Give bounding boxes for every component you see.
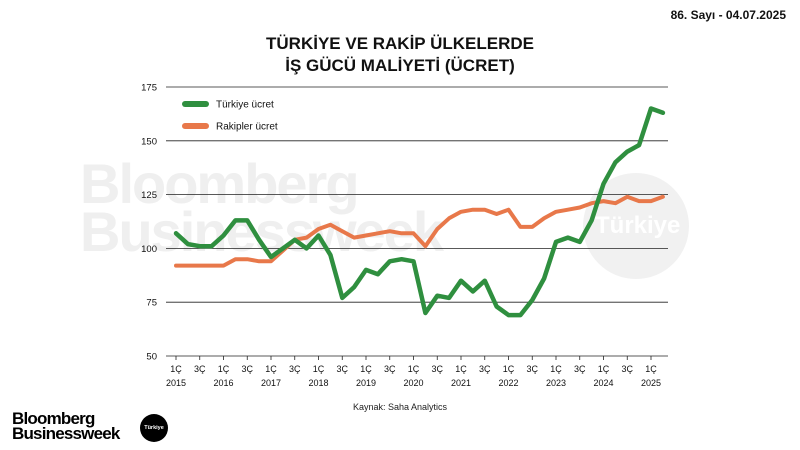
x-tick-label: 1Ç (645, 364, 657, 374)
x-tick-label: 1Ç (503, 364, 515, 374)
chart-title: TÜRKİYE VE RAKİP ÜLKELERDE İŞ GÜCÜ MALİY… (0, 33, 800, 77)
x-tick-label: 1Ç (598, 364, 610, 374)
issue-label: 86. Sayı - 04.07.2025 (670, 8, 786, 22)
x-tick-year-label: 2019 (356, 378, 376, 388)
x-tick-label: 1Ç (455, 364, 467, 374)
chart-title-line1: TÜRKİYE VE RAKİP ÜLKELERDE (266, 34, 534, 53)
x-tick-label: 1Ç (550, 364, 562, 374)
x-tick-label: 1Ç (218, 364, 230, 374)
x-tick-label: 3Ç (526, 364, 538, 374)
brand-logo-line1: Bloomberg (12, 409, 95, 428)
x-tick-year-label: 2016 (213, 378, 233, 388)
series-line-turkiye (173, 106, 666, 318)
x-tick-label: 1Ç (313, 364, 325, 374)
y-tick-label: 75 (146, 298, 157, 309)
x-tick-label: 1Ç (265, 364, 277, 374)
y-tick-label: 150 (141, 136, 157, 147)
y-tick-label: 50 (146, 352, 157, 363)
watermark-line1: Bloomberg (80, 152, 360, 215)
brand-logo-line2: Businessweek (12, 424, 120, 443)
x-tick-label: 3Ç (194, 364, 206, 374)
x-tick-year-label: 2020 (403, 378, 423, 388)
brand-badge: Türkiye (140, 414, 168, 442)
brand-logo: Bloomberg Businessweek (12, 409, 120, 443)
x-tick-label: 1Ç (360, 364, 372, 374)
series-line-rakipler (174, 194, 665, 268)
y-tick-label: 100 (141, 244, 157, 255)
y-tick-label: 175 (141, 83, 157, 94)
x-tick-label: 3Ç (621, 364, 633, 374)
x-tick-label: 3Ç (479, 364, 491, 374)
y-tick-label: 125 (141, 190, 157, 201)
x-tick-year-label: 2025 (641, 378, 661, 388)
x-tick-year-label: 2017 (261, 378, 281, 388)
x-tick-year-label: 2024 (593, 378, 613, 388)
x-tick-year-label: 2018 (308, 378, 328, 388)
source-note: Kaynak: Saha Analytics (352, 402, 448, 412)
x-tick-label: 3Ç (336, 364, 348, 374)
legend-label: Türkiye ücret (216, 100, 274, 111)
x-tick-year-label: 2022 (498, 378, 518, 388)
watermark-badge-text: Türkiye (595, 212, 681, 239)
x-tick-label: 3Ç (289, 364, 301, 374)
x-tick-label: 1Ç (408, 364, 420, 374)
x-tick-label: 3Ç (241, 364, 253, 374)
legend-label: Rakipler ücret (216, 122, 278, 133)
x-tick-year-label: 2015 (166, 378, 186, 388)
x-tick-label: 3Ç (431, 364, 443, 374)
x-tick-year-label: 2021 (451, 378, 471, 388)
x-tick-label: 3Ç (574, 364, 586, 374)
x-tick-year-label: 2023 (546, 378, 566, 388)
x-tick-label: 3Ç (384, 364, 396, 374)
chart-title-line2: İŞ GÜCÜ MALİYETİ (ÜCRET) (285, 56, 515, 75)
x-tick-label: 1Ç (170, 364, 182, 374)
